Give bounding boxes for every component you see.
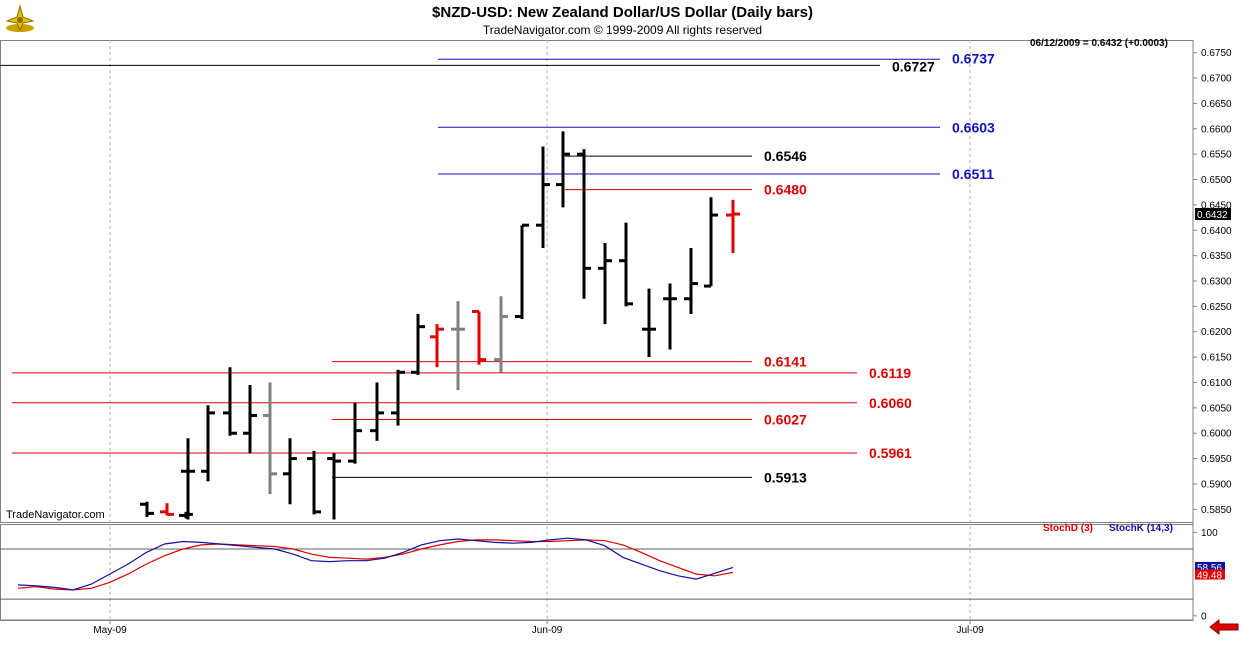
ohlc-bar: [283, 438, 297, 505]
level-label: 0.6727: [892, 58, 935, 74]
ohlc-bar: [726, 199, 740, 254]
ohlc-bar: [684, 248, 698, 314]
y-tick-label: 0.6000: [1201, 429, 1232, 440]
ohlc-bar: [160, 503, 174, 516]
x-tick-label: Jul-09: [956, 625, 984, 636]
chart-subtitle: TradeNavigator.com © 1999-2009 All right…: [482, 23, 763, 37]
y-tick-label: 0.6400: [1201, 226, 1232, 237]
stoch-k-value-box: [1195, 561, 1225, 572]
y-tick-label: 0.6050: [1201, 403, 1232, 414]
ohlc-bar: [577, 149, 591, 299]
level-label: 0.6546: [764, 148, 807, 164]
y-tick-label: 0.6550: [1201, 150, 1232, 161]
x-tick-label: May-09: [93, 625, 127, 636]
y-tick-label: 0.6100: [1201, 378, 1232, 389]
ohlc-bar: [243, 385, 257, 454]
ohlc-bar: [515, 223, 529, 320]
ohlc-bar: [556, 131, 570, 208]
last-quote: 06/12/2009 = 0.6432 (+0.0003): [1030, 38, 1168, 49]
level-label: 0.6119: [869, 365, 911, 381]
chart-title: $NZD-USD: New Zealand Dollar/US Dollar (…: [432, 4, 813, 21]
ohlc-bar: [451, 301, 465, 391]
price-panel-frame: [0, 40, 1194, 523]
stoch-series-line: [17, 537, 734, 591]
y-tick-label: 0.6500: [1201, 175, 1232, 186]
stoch-d-value: 49.48: [1197, 571, 1222, 582]
last-price-box: [1195, 208, 1231, 221]
stoch-k-value: 58.56: [1197, 563, 1222, 574]
level-label: 0.6603: [952, 119, 995, 135]
level-label: 0.6511: [952, 166, 994, 182]
arrow-left-icon[interactable]: [1209, 619, 1239, 635]
ohlc-bar: [263, 382, 277, 495]
stoch-d-legend: StochD (3): [1043, 523, 1093, 534]
stoch-y-tick-label: 100: [1201, 528, 1218, 539]
y-tick-label: 0.6450: [1201, 200, 1232, 211]
watermark: TradeNavigator.com: [6, 509, 105, 521]
stoch-k-legend: StochK (14,3): [1109, 523, 1173, 534]
y-tick-label: 0.6150: [1201, 353, 1232, 364]
y-tick-label: 0.6250: [1201, 302, 1232, 313]
ohlc-bar: [598, 242, 612, 325]
y-tick-label: 0.6750: [1201, 48, 1232, 59]
ohlc-bar: [619, 222, 633, 307]
ohlc-bar: [472, 309, 486, 365]
ohlc-bar: [642, 288, 656, 358]
y-tick-label: 0.6300: [1201, 277, 1232, 288]
stoch-d-value-box: [1195, 569, 1225, 580]
ohlc-bar: [223, 367, 237, 436]
ohlc-bar: [201, 405, 215, 482]
level-label: 0.6737: [952, 50, 995, 66]
ohlc-bar: [430, 324, 444, 368]
ohlc-bar: [391, 369, 405, 426]
ohlc-bar: [536, 146, 550, 249]
y-tick-label: 0.5900: [1201, 479, 1232, 490]
stochastic-panel-frame: [0, 524, 1194, 621]
y-tick-label: 0.6650: [1201, 99, 1232, 110]
stoch-y-tick-label: 0: [1201, 611, 1207, 622]
stoch-series-line: [17, 539, 734, 591]
y-tick-label: 0.5850: [1201, 505, 1232, 516]
ohlc-bar: [348, 402, 362, 464]
level-label: 0.6480: [764, 182, 807, 198]
y-tick-label: 0.5950: [1201, 454, 1232, 465]
level-label: 0.5961: [869, 445, 912, 461]
level-label: 0.6141: [764, 354, 807, 370]
ohlc-bar: [411, 313, 425, 375]
ohlc-bar: [663, 283, 677, 350]
ohlc-bar: [307, 450, 321, 515]
trade-navigator-logo-icon: [5, 4, 35, 32]
ohlc-bar: [704, 197, 718, 288]
ohlc-bar: [181, 438, 195, 520]
level-label: 0.6060: [869, 395, 912, 411]
ohlc-bar: [327, 453, 341, 520]
level-label: 0.6027: [764, 412, 807, 428]
y-tick-label: 0.6700: [1201, 74, 1232, 85]
ohlc-bar: [370, 382, 384, 441]
y-tick-label: 0.6350: [1201, 251, 1232, 262]
y-tick-label: 0.6600: [1201, 124, 1232, 135]
level-label: 0.5913: [764, 469, 807, 485]
x-tick-label: Jun-09: [532, 625, 563, 636]
ohlc-bar: [494, 296, 508, 373]
ohlc-bar: [140, 501, 154, 517]
y-tick-label: 0.6200: [1201, 327, 1232, 338]
last-price-label: 0.6432: [1197, 210, 1228, 221]
